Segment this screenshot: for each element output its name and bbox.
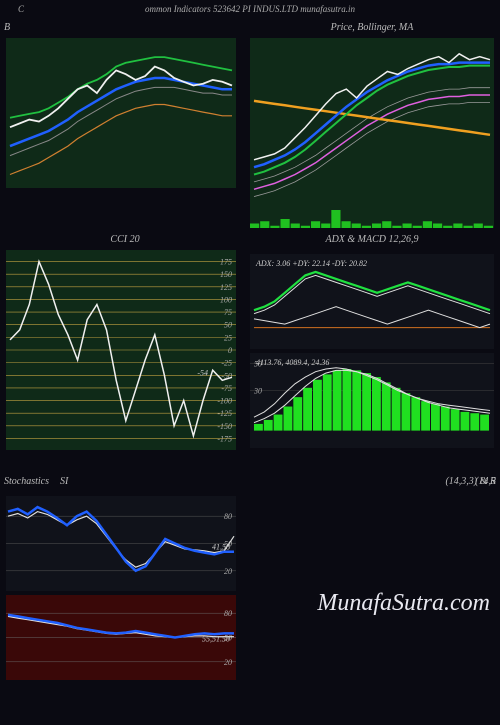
chart-grid: B Price, Bollinger, MA CCI 20 175 150 125 1… [0,18,500,684]
svg-text:175: 175 [220,258,232,267]
price-ma-title: Price, Bollinger, MA [331,22,414,33]
svg-text:80: 80 [224,512,232,521]
header-center: ommon Indicators 523642 PI INDUS.LTD mun… [145,4,355,14]
svg-text:125: 125 [220,283,232,292]
chart-stochastics: 80502041,58 [6,496,236,591]
svg-text:ADX: 3.06 +DY: 22.14 -DY:: ADX: 3.06 +DY: 22.14 -DY: 20.82 [255,259,367,268]
rsi-title-right: (14,5 [475,476,496,487]
svg-text:0: 0 [228,346,232,355]
panel-bollinger: B [6,22,244,228]
svg-text:-150: -150 [217,422,232,431]
svg-text:80: 80 [224,609,232,618]
panel-adx-macd: ADX & MACD 12,26,9 ADX: 3.06 +DY: 22.14 … [250,234,494,450]
svg-text:-25: -25 [221,359,232,368]
svg-text:41,58: 41,58 [212,543,230,552]
rsi-title-left: SI [60,476,68,487]
chart-macd: 50304113.76, 4089.4, 24.36 [250,353,494,448]
svg-text:-125: -125 [217,409,232,418]
svg-text:55,51.50: 55,51.50 [202,635,230,644]
page-header: C ommon Indicators 523642 PI INDUS.LTD m… [0,0,500,18]
chart-bollinger [6,38,236,188]
chart-cci: 1751501251007550250-25-50-75-100-125-150… [6,250,236,450]
svg-text:-54: -54 [197,368,208,377]
svg-text:-100: -100 [217,397,232,406]
svg-text:100: 100 [220,295,232,304]
stoch-title-left: Stochastics [4,476,49,487]
chart-price-ma [250,38,494,228]
watermark: MunafaSutra.com [317,590,490,617]
svg-text:25: 25 [224,333,232,342]
svg-text:75: 75 [224,308,232,317]
svg-text:-75: -75 [221,384,232,393]
bollinger-title-left: B [4,22,10,33]
header-left: C [18,4,24,14]
panel-price-ma: Price, Bollinger, MA [250,22,494,228]
adx-title: ADX & MACD 12,26,9 [325,234,418,245]
svg-text:20: 20 [224,658,232,667]
svg-text:20: 20 [224,567,232,576]
svg-text:50: 50 [224,321,232,330]
panel-rsi-title-area: SI (14,5 [250,476,494,680]
panel-cci: CCI 20 1751501251007550250-25-50-75-100-… [6,234,244,450]
chart-adx: ADX: 3.06 +DY: 22.14 -DY: 20.82 [250,254,494,349]
cci-title: CCI 20 [110,234,139,245]
svg-text:30: 30 [253,386,262,395]
panel-stoch-rsi: Stochastics (14,3,3) & R 80502041,58 805… [6,476,244,680]
chart-rsi: 80502055,51.50 [6,595,236,680]
svg-text:-175: -175 [217,434,232,443]
svg-text:4113.76, 4089.4, 24.36: 4113.76, 4089.4, 24.36 [256,358,329,367]
svg-text:150: 150 [220,270,232,279]
